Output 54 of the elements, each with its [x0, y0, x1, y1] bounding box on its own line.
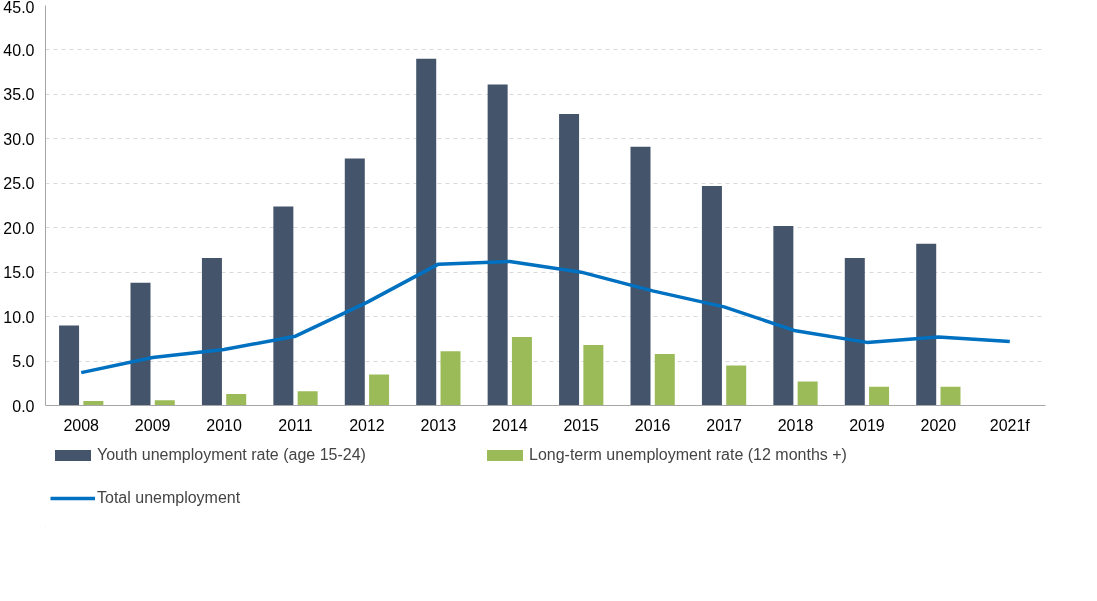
bar: [201, 257, 222, 406]
bar: [344, 158, 365, 406]
y-tick-label: 10.0: [3, 308, 35, 326]
bar: [273, 206, 294, 406]
x-tick-label: 2011: [278, 416, 313, 434]
bar: [511, 337, 532, 406]
y-tick-label: 30.0: [3, 130, 35, 148]
bar: [559, 113, 580, 406]
x-tick-label: 2020: [920, 416, 957, 434]
x-tick-label: 2015: [563, 416, 600, 434]
y-tick-label: 15.0: [3, 264, 35, 282]
y-tick-label: 0.0: [12, 397, 35, 415]
legend-label: Long-term unemployment rate (12 months +): [529, 446, 848, 464]
x-tick-label: 2010: [206, 416, 242, 434]
y-tick-label: 5.0: [12, 353, 35, 371]
bar: [416, 58, 437, 406]
bar: [440, 351, 461, 406]
bar: [630, 146, 651, 406]
line-series: [79, 259, 1012, 375]
x-tick-label: 2009: [134, 416, 171, 434]
x-tick-label: 2013: [420, 416, 457, 434]
bar: [726, 365, 747, 406]
y-tick-label: 45.0: [3, 0, 35, 16]
bar: [487, 84, 508, 406]
y-tick-label: 25.0: [3, 175, 35, 193]
bar: [844, 257, 865, 406]
bar: [701, 185, 722, 406]
x-tick-label: 2019: [849, 416, 885, 434]
x-tick-label: 2008: [63, 416, 100, 434]
bar: [154, 400, 175, 406]
x-tick-label: 2014: [491, 416, 528, 434]
bar: [59, 325, 80, 406]
bar: [773, 225, 794, 406]
y-tick-label: 35.0: [3, 86, 35, 104]
bar: [583, 345, 604, 406]
x-tick-label: 2021f: [989, 416, 1031, 434]
bar: [797, 381, 818, 406]
x-tick-label: 2017: [706, 416, 742, 434]
y-tick-label: 20.0: [3, 219, 35, 237]
bar: [130, 282, 151, 406]
bar: [654, 353, 675, 406]
bar: [940, 386, 961, 406]
bar: [916, 243, 937, 406]
legend-label: Youth unemployment rate (age 15-24): [97, 446, 367, 464]
bar: [297, 391, 318, 406]
legend-label: Total unemployment: [97, 489, 242, 507]
y-tick-label: 40.0: [3, 41, 35, 59]
x-tick-label: 2012: [349, 416, 385, 434]
x-tick-label: 2016: [634, 416, 671, 434]
x-tick-label: 2018: [777, 416, 814, 434]
bar: [226, 393, 247, 406]
bar: [869, 386, 890, 406]
bar: [83, 401, 104, 406]
bar: [369, 374, 390, 406]
